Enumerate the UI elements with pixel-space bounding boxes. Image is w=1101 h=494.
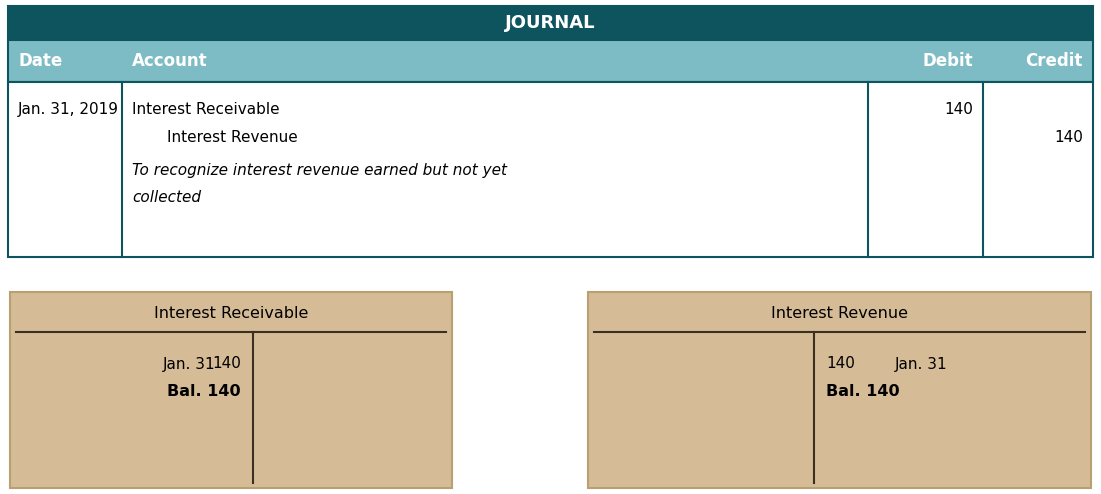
Bar <box>8 82 1093 257</box>
Text: To recognize interest revenue earned but not yet: To recognize interest revenue earned but… <box>132 163 506 177</box>
Text: 140: 140 <box>212 357 241 371</box>
Text: 140: 140 <box>827 357 855 371</box>
Text: Credit: Credit <box>1026 52 1083 70</box>
Text: collected: collected <box>132 190 201 205</box>
Text: Account: Account <box>132 52 208 70</box>
Text: Interest Revenue: Interest Revenue <box>167 129 297 145</box>
Bar <box>10 292 453 488</box>
Text: Interest Receivable: Interest Receivable <box>132 102 280 118</box>
Text: 140: 140 <box>945 102 973 118</box>
Bar <box>588 292 1091 488</box>
Text: JOURNAL: JOURNAL <box>505 14 596 32</box>
Text: Debit: Debit <box>923 52 973 70</box>
Text: Interest Revenue: Interest Revenue <box>771 306 908 322</box>
Text: Bal. 140: Bal. 140 <box>167 384 241 400</box>
Text: Jan. 31: Jan. 31 <box>894 357 947 371</box>
Text: Jan. 31, 2019: Jan. 31, 2019 <box>18 102 119 118</box>
Text: 140: 140 <box>1054 129 1083 145</box>
Text: Jan. 31: Jan. 31 <box>163 357 216 371</box>
Text: Interest Receivable: Interest Receivable <box>154 306 308 322</box>
Text: Date: Date <box>18 52 63 70</box>
Text: Bal. 140: Bal. 140 <box>827 384 900 400</box>
Bar <box>8 40 1093 82</box>
Bar <box>8 6 1093 40</box>
